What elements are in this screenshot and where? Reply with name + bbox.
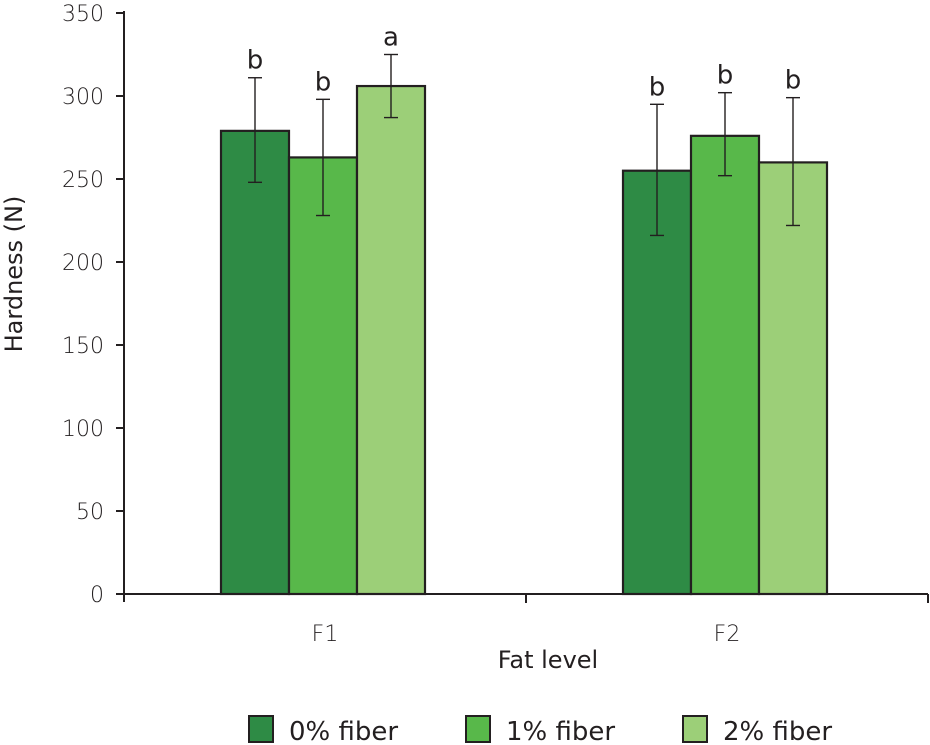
y-axis-ticks: 0 50 100 150 200 250 300 350 [62, 2, 124, 608]
legend: 0% fiber 1% fiber 2% fiber [248, 715, 832, 745]
y-tick-label: 0 [90, 583, 104, 608]
legend-item: 2% fiber [682, 715, 832, 745]
significance-label: b [247, 46, 264, 76]
x-axis-ticks: F1 F2 [312, 594, 929, 647]
bars-layer [219, 84, 829, 596]
x-tick-label: F2 [714, 622, 741, 647]
y-tick-label: 350 [62, 2, 104, 27]
bar-f2-1-fiber [689, 134, 761, 596]
error-bars-layer [248, 53, 800, 237]
legend-swatch [465, 715, 491, 743]
bar-f2-2-fiber [757, 161, 829, 596]
significance-label: b [717, 61, 734, 91]
y-tick-label: 50 [76, 500, 104, 525]
y-tick-label: 150 [62, 334, 104, 359]
legend-item: 0% fiber [248, 715, 398, 745]
legend-swatch [682, 715, 708, 743]
bar-f1-2-fiber [355, 84, 427, 596]
legend-swatch [248, 715, 274, 743]
y-tick-label: 300 [62, 85, 104, 110]
bar-f1-0-fiber [219, 129, 291, 596]
legend-label: 0% fiber [289, 717, 398, 745]
legend-label: 2% fiber [723, 717, 832, 745]
x-axis-title: Fat level [498, 646, 598, 674]
error-bar [248, 77, 262, 184]
y-tick-label: 200 [62, 251, 104, 276]
y-tick-label: 250 [62, 168, 104, 193]
significance-label: b [315, 67, 332, 97]
error-bar [650, 103, 664, 237]
y-axis-title: Hardness (N) [0, 196, 28, 353]
x-tick-label: F1 [312, 622, 339, 647]
significance-label: b [649, 72, 666, 102]
bar-f1-1-fiber [287, 156, 359, 596]
error-bar [316, 98, 330, 217]
error-bar [718, 91, 732, 177]
significance-label: b [785, 66, 802, 96]
legend-item: 1% fiber [465, 715, 615, 745]
significance-label: a [383, 23, 399, 53]
legend-label: 1% fiber [506, 717, 615, 745]
error-bar [786, 96, 800, 227]
axes [116, 11, 928, 602]
significance-labels-layer: b b a b b b [247, 23, 802, 103]
y-tick-label: 100 [62, 417, 104, 442]
bar-f2-0-fiber [621, 169, 693, 596]
error-bar [384, 53, 398, 119]
